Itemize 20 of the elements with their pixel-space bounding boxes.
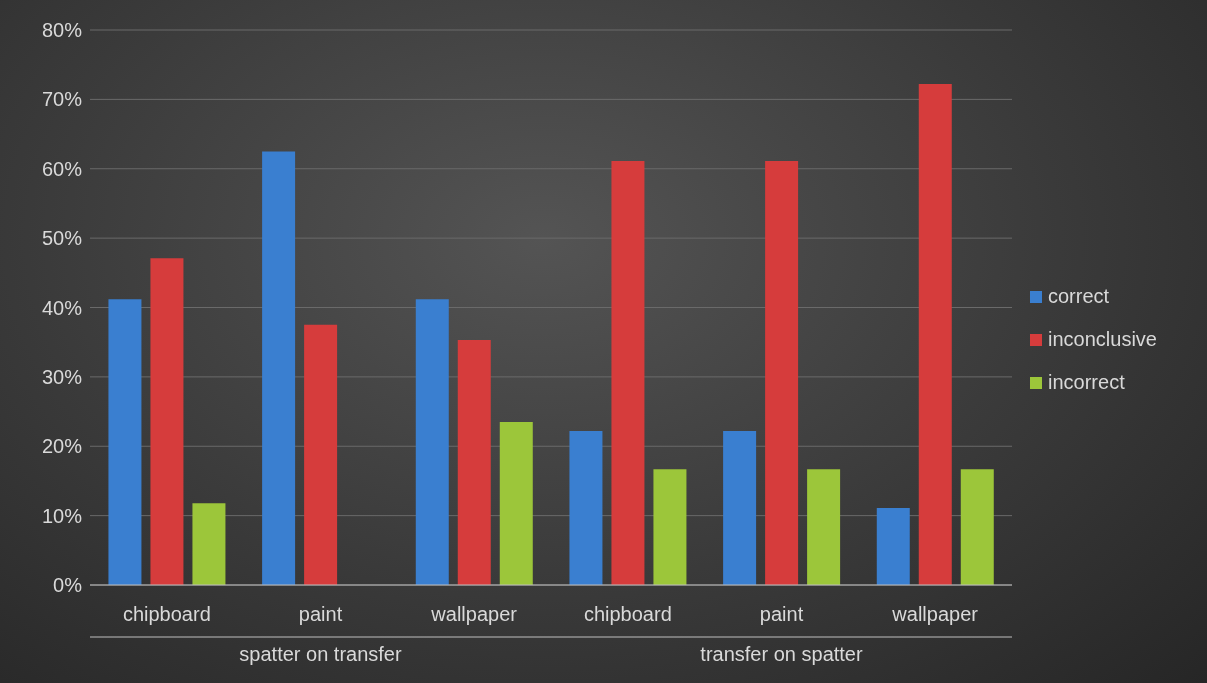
x-tick-label: paint — [298, 603, 343, 626]
y-tick-label: 50% — [41, 227, 83, 250]
y-tick-label: 70% — [41, 88, 83, 111]
y-tick-label: 30% — [41, 365, 83, 388]
legend-label: correct — [1048, 285, 1110, 308]
y-tick-label: 40% — [41, 296, 83, 319]
x-tick-label: wallpaper — [891, 603, 979, 626]
x-tick-label: chipboard — [583, 603, 672, 626]
text: transfer on spatter — [700, 643, 863, 666]
legend-label: incorrect — [1048, 371, 1125, 394]
y-tick-label: 0% — [53, 574, 83, 597]
x-tick-label: wallpaper — [430, 603, 518, 626]
y-tick-label: 20% — [41, 435, 83, 458]
x-tick-label: paint — [759, 603, 804, 626]
y-tick-label: 80% — [41, 19, 83, 42]
text: spatter on transfer — [239, 643, 402, 666]
x-tick-label: chipboard — [122, 603, 211, 626]
legend-label: inconclusive — [1048, 328, 1157, 351]
y-tick-label: 10% — [41, 504, 83, 527]
y-tick-label: 60% — [41, 157, 83, 180]
